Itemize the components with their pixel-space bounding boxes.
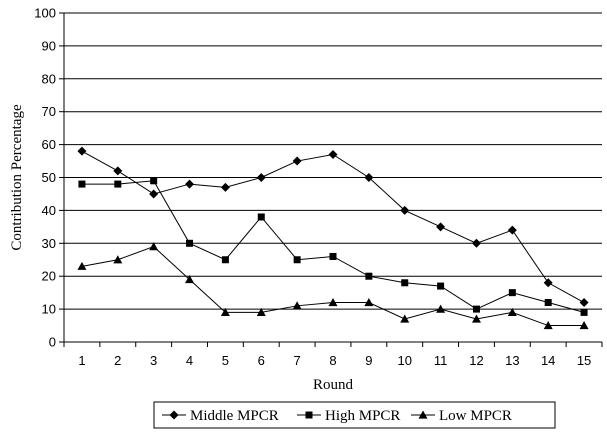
- x-tick-label: 7: [294, 353, 301, 368]
- data-point: [436, 304, 446, 313]
- x-tick-labels: 1 2 3 4 5 6 7 8 9 10 11 12 13 14 15: [63, 342, 603, 368]
- y-tick-label: 80: [42, 71, 56, 86]
- legend-label: Low MPCR: [439, 408, 512, 424]
- data-point: [507, 225, 517, 235]
- data-point: [544, 299, 552, 307]
- series-layer: [77, 146, 589, 330]
- data-point: [364, 298, 374, 307]
- data-point: [257, 213, 265, 221]
- series-triangle: [77, 242, 589, 330]
- data-point: [579, 298, 589, 308]
- x-tick-label: 4: [186, 353, 193, 368]
- x-tick-label: 3: [150, 353, 157, 368]
- data-point: [292, 156, 302, 166]
- data-point: [150, 177, 158, 185]
- legend-label: High MPCR: [325, 408, 400, 424]
- data-point: [256, 173, 266, 182]
- data-point: [113, 166, 123, 176]
- legend-item: Middle MPCR: [162, 408, 279, 424]
- data-point: [185, 274, 195, 284]
- series-line: [81, 180, 585, 313]
- legend-item: High MPCR: [297, 408, 400, 424]
- data-point: [185, 179, 195, 189]
- data-point: [221, 256, 229, 264]
- y-tick-label: 50: [42, 170, 56, 185]
- y-tick-labels: 0 10 20 30 40 50 60 70 80 90 100: [34, 6, 64, 350]
- data-point: [149, 189, 159, 199]
- data-point: [114, 180, 122, 188]
- legend-label: Middle MPCR: [190, 408, 279, 424]
- y-tick-label: 0: [49, 335, 56, 350]
- legend-marker: [169, 410, 179, 420]
- data-point: [329, 252, 337, 260]
- data-point: [472, 305, 480, 313]
- series-diamond: [77, 146, 589, 308]
- series-square: [78, 177, 588, 316]
- data-point: [471, 238, 481, 248]
- y-tick-label: 90: [42, 38, 56, 53]
- x-tick-label: 2: [114, 353, 121, 368]
- legend-box: [153, 401, 556, 429]
- y-tick-label: 20: [42, 269, 56, 284]
- legend-item: Low MPCR: [411, 408, 512, 424]
- data-point: [507, 307, 517, 316]
- x-tick-label: 13: [505, 353, 519, 368]
- data-point: [328, 298, 338, 307]
- legend-marker: [305, 411, 313, 419]
- data-point: [365, 272, 373, 280]
- x-tick-label: 12: [469, 353, 483, 368]
- x-axis-title: Round: [313, 377, 354, 393]
- data-point: [543, 278, 553, 288]
- data-point: [113, 255, 123, 264]
- data-point: [436, 222, 446, 232]
- x-tick-label: 9: [365, 353, 372, 368]
- legend: Middle MPCR High MPCR Low MPCR: [153, 401, 556, 429]
- data-point: [400, 205, 410, 215]
- y-tick-label: 40: [42, 203, 56, 218]
- data-point: [543, 321, 553, 330]
- x-tick-label: 8: [329, 353, 336, 368]
- y-tick-label: 60: [42, 137, 56, 152]
- x-tick-label: 15: [577, 353, 591, 368]
- series-line: [81, 150, 585, 303]
- data-point: [328, 149, 338, 159]
- x-tick-label: 5: [222, 353, 229, 368]
- data-point: [400, 314, 410, 323]
- x-tick-label: 14: [541, 353, 555, 368]
- y-axis-title: Contribution Percentage: [9, 104, 25, 251]
- data-point: [437, 282, 445, 290]
- y-tick-label: 10: [42, 302, 56, 317]
- data-point: [77, 261, 87, 270]
- legend-marker: [418, 410, 428, 419]
- data-point: [78, 180, 86, 188]
- data-point: [508, 289, 516, 297]
- gridlines: [64, 12, 602, 310]
- y-tick-label: 100: [34, 6, 56, 21]
- x-tick-label: 11: [434, 353, 448, 368]
- data-point: [401, 279, 409, 287]
- data-point: [220, 307, 230, 316]
- data-point: [220, 182, 230, 192]
- data-point: [77, 146, 87, 156]
- x-tick-label: 1: [78, 353, 85, 368]
- data-point: [293, 256, 301, 264]
- data-point: [186, 239, 194, 247]
- data-point: [364, 173, 374, 182]
- x-tick-label: 10: [397, 353, 411, 368]
- data-point: [579, 321, 589, 330]
- data-point: [149, 242, 159, 251]
- x-tick-label: 6: [258, 353, 265, 368]
- y-tick-label: 70: [42, 104, 56, 119]
- y-tick-label: 30: [42, 236, 56, 251]
- data-point: [580, 308, 588, 316]
- data-point: [292, 301, 302, 310]
- data-point: [256, 307, 266, 316]
- data-point: [471, 314, 481, 323]
